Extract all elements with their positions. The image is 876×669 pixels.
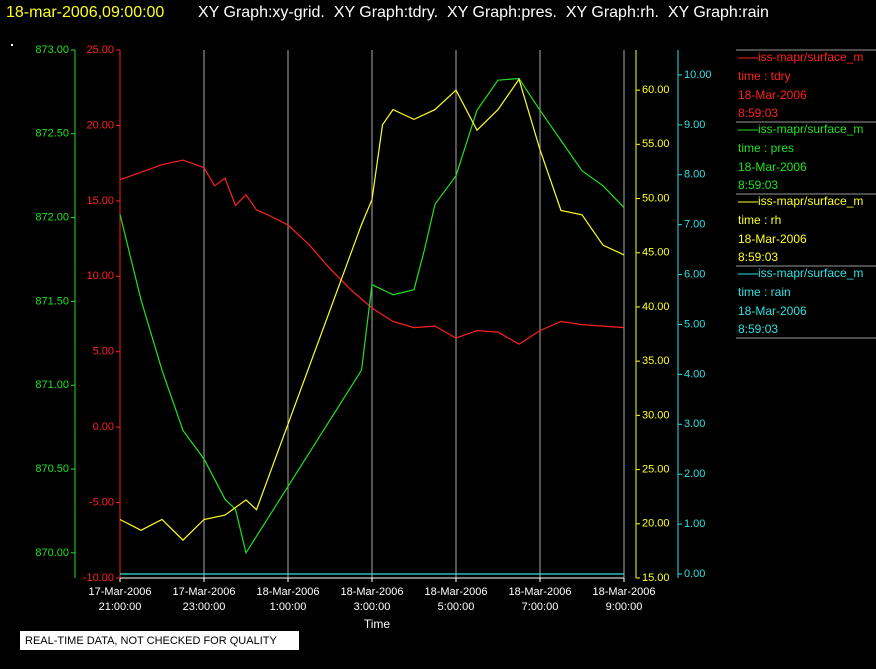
x-tick-label: 17-Mar-2006 [89,586,152,598]
series-line [119,159,625,345]
y-tick-label: 1.00 [684,518,705,530]
y-tick-label: 25.00 [642,463,670,475]
legend-date: 18-Mar-2006 [738,232,807,246]
legend-label: time : rain [738,285,791,299]
series-line [119,77,625,555]
y-tick-label: 40.00 [642,301,670,313]
chart-title: 18-mar-2006,09:00:00 [6,4,164,21]
y-tick-label: 9.00 [684,119,705,131]
dot [11,44,13,46]
legend-label: time : tdry [738,69,791,83]
y-tick-label: 25.00 [86,44,114,56]
y-tick-label: 872.00 [35,212,69,224]
y-tick-label: 3.00 [684,418,705,430]
legend-name: iss-mapr/surface_m [758,122,863,136]
y-tick-label: 7.00 [684,219,705,231]
y-tick-label: 871.00 [35,379,69,391]
y-tick-label: 8.00 [684,169,705,181]
y-tick-label: 2.00 [684,468,705,480]
y-tick-label: -10.00 [83,572,114,584]
y-tick-label: 871.50 [35,295,69,307]
note-box [20,631,299,650]
x-tick-label: 17-Mar-2006 [173,586,236,598]
y-tick-label: 0.00 [93,421,114,433]
legend-time: 8:59:03 [738,250,778,264]
legend-label: time : rh [738,213,781,227]
legend-name: iss-mapr/surface_m [758,50,863,64]
y-tick-label: 870.00 [35,547,69,559]
y-tick-label: 15.00 [642,572,670,584]
y-tick-label: 10.00 [684,69,712,81]
y-tick-label: 870.50 [35,463,69,475]
legend-name: iss-mapr/surface_m [758,266,863,280]
legend-date: 18-Mar-2006 [738,304,807,318]
y-tick-label: 0.00 [684,568,705,580]
y-tick-label: 60.00 [642,84,670,96]
y-tick-label: 35.00 [642,355,670,367]
x-tick-label: 5:00:00 [438,601,475,613]
legend-date: 18-Mar-2006 [738,160,807,174]
y-tick-label: 5.00 [684,318,705,330]
note: REAL-TIME DATA, NOT CHECKED FOR QUALITY [25,635,277,647]
y-tick-label: 873.00 [35,44,69,56]
legend-time: 8:59:03 [738,106,778,120]
y-tick-label: 20.00 [86,119,114,131]
y-tick-label: 6.00 [684,268,705,280]
x-tick-label: 9:00:00 [606,601,643,613]
x-tick-label: 18-Mar-2006 [257,586,320,598]
legend-time: 8:59:03 [738,322,778,336]
x-tick-label: 7:00:00 [522,601,559,613]
series-line [119,77,625,541]
x-tick-label: 23:00:00 [183,601,226,613]
legend-time: 8:59:03 [738,178,778,192]
legend-date: 18-Mar-2006 [738,88,807,102]
y-tick-label: 50.00 [642,192,670,204]
x-tick-label: 18-Mar-2006 [509,586,572,598]
y-tick-label: 55.00 [642,138,670,150]
y-tick-label: 872.50 [35,128,69,140]
y-tick-label: -5.00 [89,496,114,508]
y-tick-label: 20.00 [642,518,670,530]
x-tick-label: 1:00:00 [270,601,307,613]
x-tick-label: 21:00:00 [99,601,142,613]
y-tick-label: 45.00 [642,247,670,259]
y-tick-label: 4.00 [684,368,705,380]
x-tick-label: 18-Mar-2006 [425,586,488,598]
legend-label: time : pres [738,141,794,155]
x-axis-label: Time [364,617,391,631]
y-tick-label: 5.00 [93,346,114,358]
chart-subtitle: XY Graph:xy-grid. XY Graph:tdry. XY Grap… [198,4,769,21]
x-tick-label: 3:00:00 [354,601,391,613]
y-tick-label: 15.00 [86,195,114,207]
y-tick-label: 30.00 [642,409,670,421]
x-tick-label: 18-Mar-2006 [593,586,656,598]
x-tick-label: 18-Mar-2006 [341,586,404,598]
legend-name: iss-mapr/surface_m [758,194,863,208]
y-tick-label: 10.00 [86,270,114,282]
